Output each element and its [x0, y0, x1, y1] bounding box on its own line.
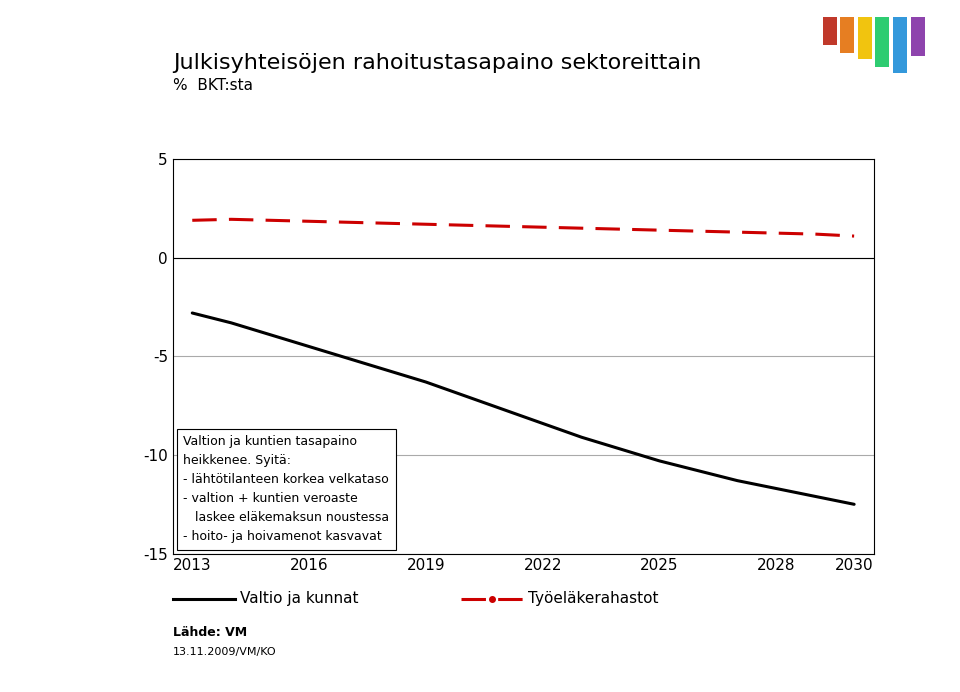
- Text: 10: 10: [926, 666, 943, 680]
- Bar: [840, 17, 854, 53]
- Text: Julkisyhteisöjen rahoitustasapaino sektoreittain: Julkisyhteisöjen rahoitustasapaino sekto…: [173, 53, 701, 73]
- Text: Economics Department: Economics Department: [269, 666, 416, 680]
- Bar: [910, 17, 924, 56]
- Text: 29.10.2009: 29.10.2009: [835, 666, 906, 680]
- Text: MINISTRY OF FINANCE: MINISTRY OF FINANCE: [29, 666, 185, 680]
- Text: Valtio ja kunnat: Valtio ja kunnat: [240, 591, 358, 606]
- Text: Työeläkerahastot: Työeläkerahastot: [528, 591, 659, 606]
- Text: Valtion ja kuntien tasapaino
heikkenee. Syitä:
- lähtötilanteen korkea velkataso: Valtion ja kuntien tasapaino heikkenee. …: [183, 435, 390, 543]
- Bar: [876, 17, 889, 67]
- Text: %  BKT:sta: % BKT:sta: [173, 78, 252, 93]
- Bar: [857, 17, 872, 59]
- Bar: [893, 17, 907, 73]
- Bar: [823, 17, 836, 45]
- Text: Lähde: VM: Lähde: VM: [173, 626, 247, 639]
- Text: 13.11.2009/VM/KO: 13.11.2009/VM/KO: [173, 647, 276, 657]
